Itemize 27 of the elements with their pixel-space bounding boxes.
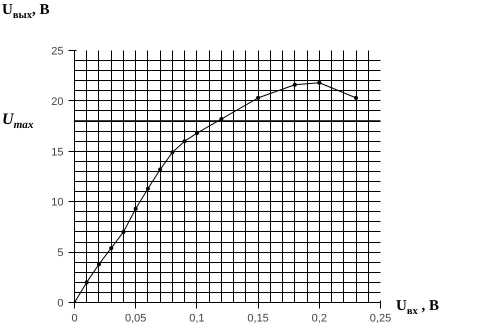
y-axis-title: U$_{вых}$, В: [1, 1, 50, 23]
y-tick-label: 10: [51, 196, 64, 209]
ref-line-label: U$_{max}$: [2, 110, 34, 134]
point: [292, 82, 297, 87]
point: [170, 150, 174, 154]
x-tick-label: 0,15: [247, 312, 269, 324]
x-tick-label: 0,25: [370, 312, 392, 324]
y-tick-label: 20: [51, 96, 64, 108]
x-tick-label: 0,05: [124, 312, 146, 324]
y-tick-label: 25: [51, 46, 64, 58]
point: [354, 96, 358, 100]
x-tick-label: 0: [71, 312, 78, 324]
point: [121, 230, 126, 234]
point: [109, 246, 114, 250]
point: [256, 96, 260, 100]
y-tick-label: 0: [57, 298, 64, 310]
point: [146, 186, 150, 191]
y-tick-label: 15: [51, 146, 64, 158]
point: [182, 139, 187, 144]
x-tick-label: 0,1: [189, 312, 205, 324]
y-tick-label: 5: [57, 247, 64, 260]
x-tick-label: 0,2: [312, 312, 327, 324]
point: [84, 280, 89, 284]
point: [158, 167, 162, 172]
point: [317, 80, 322, 85]
point: [134, 206, 138, 211]
x-axis-title: U$_{вх}$ , В: [396, 297, 440, 319]
